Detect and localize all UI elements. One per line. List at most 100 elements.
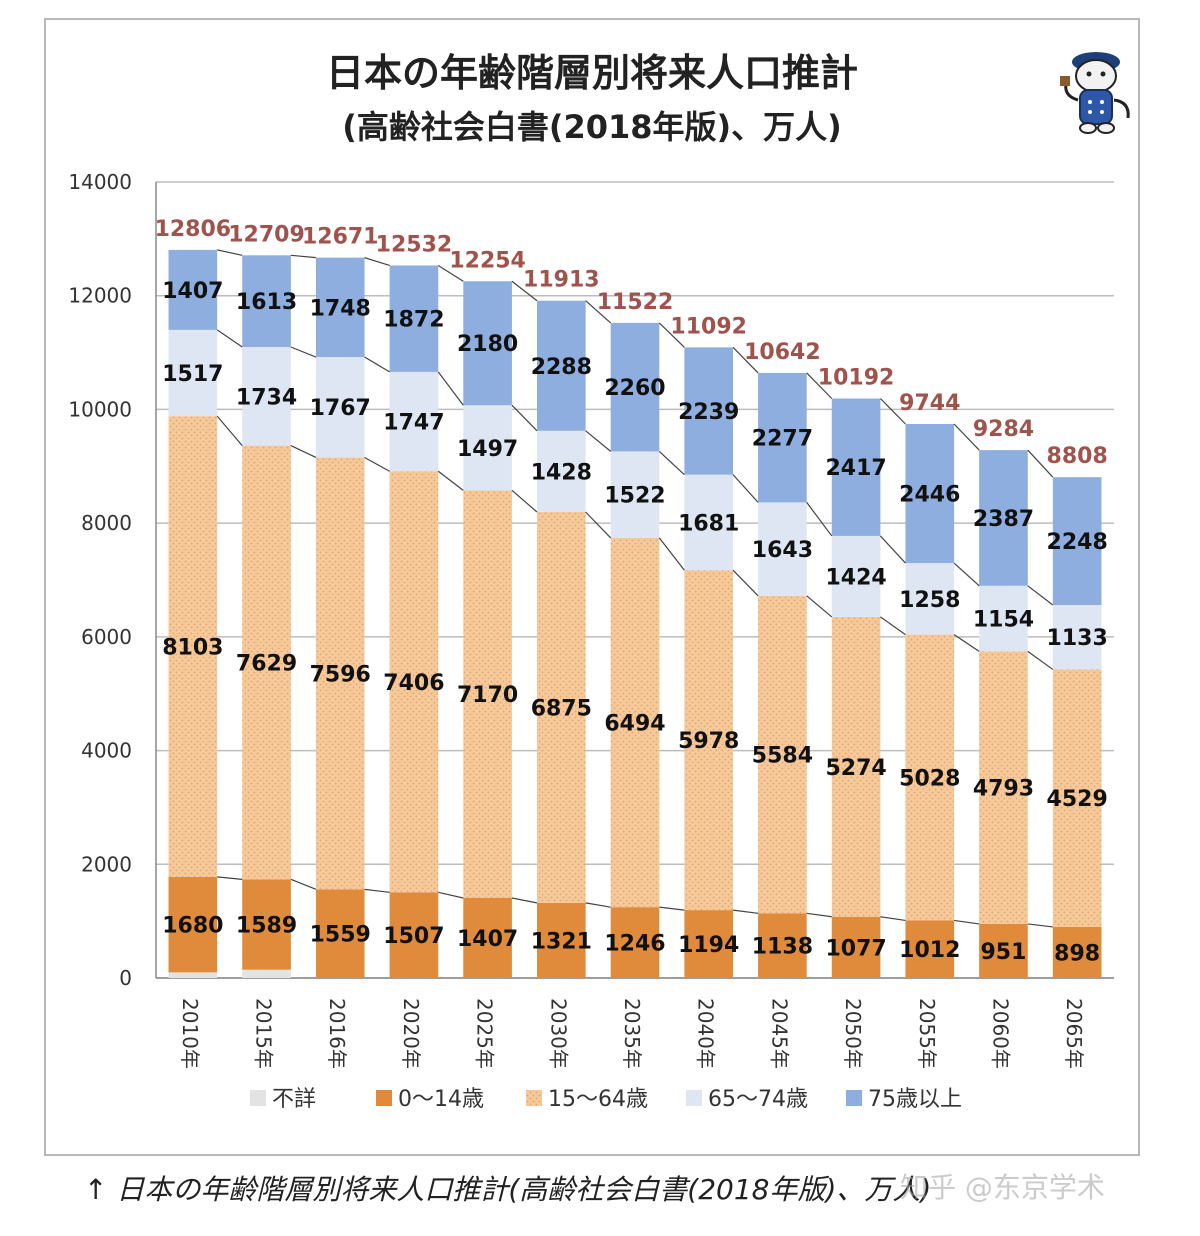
total-value-label: 12532 xyxy=(376,232,453,257)
bar-segment xyxy=(242,969,291,978)
segment-value-label: 1407 xyxy=(162,279,223,304)
bar-segment xyxy=(315,257,365,358)
segment-value-label: 5584 xyxy=(752,744,813,769)
segment-value-label: 1559 xyxy=(310,923,371,948)
series-connector-line xyxy=(732,474,759,503)
bar-segment xyxy=(905,634,955,921)
bar-segment xyxy=(536,430,586,512)
bar-segment xyxy=(831,916,881,978)
total-value-label: 10192 xyxy=(818,366,895,391)
series-connector-line xyxy=(364,888,390,893)
series-connector-line xyxy=(953,634,980,652)
series-connector-line xyxy=(585,300,612,324)
series-connector-line xyxy=(511,489,538,513)
segment-value-label: 2248 xyxy=(1047,530,1108,555)
segment-value-label: 6494 xyxy=(604,712,665,737)
segment-value-label: 2239 xyxy=(678,400,739,425)
segment-value-label: 5028 xyxy=(899,767,960,792)
bar-segment xyxy=(758,595,807,914)
total-value-label: 8808 xyxy=(1047,444,1108,469)
series-connector-line xyxy=(879,398,906,425)
legend-label: 65〜74歳 xyxy=(708,1087,808,1112)
series-connector-line xyxy=(806,912,832,918)
bar-segment xyxy=(979,585,1028,652)
bar-segment xyxy=(168,329,218,417)
segment-value-label: 1522 xyxy=(604,484,665,509)
x-tick-label: 2020年 xyxy=(399,998,423,1069)
series-connector-line xyxy=(732,346,759,374)
y-tick-label: 2000 xyxy=(81,852,132,876)
bar-segment xyxy=(979,923,1028,978)
bar-segment xyxy=(831,398,881,536)
x-tick-label: 2035年 xyxy=(620,998,644,1069)
series-connector-line xyxy=(1027,923,1053,928)
segment-value-label: 1424 xyxy=(825,565,886,590)
series-connector-line xyxy=(954,919,980,925)
series-connector-line xyxy=(658,322,685,348)
bar-segment xyxy=(1052,477,1102,606)
series-connector-line xyxy=(879,535,906,564)
bar-segment xyxy=(610,537,660,908)
bar-segment xyxy=(610,907,660,978)
series-connector-line xyxy=(658,450,685,476)
series-connector-line xyxy=(806,502,833,537)
bar-segment xyxy=(242,879,291,970)
x-tick-label: 2050年 xyxy=(841,998,865,1069)
segment-value-label: 1077 xyxy=(825,936,886,961)
segment-value-label: 4793 xyxy=(973,777,1034,802)
segment-value-label: 1643 xyxy=(752,538,813,563)
bar-segment xyxy=(905,920,955,978)
series-connector-line xyxy=(953,562,980,587)
series-connector-line xyxy=(364,257,390,267)
total-value-label: 9744 xyxy=(899,391,960,416)
bar-segment xyxy=(684,910,734,978)
series-connector-line xyxy=(364,456,390,472)
bar-segment xyxy=(979,450,1028,586)
total-value-label: 11092 xyxy=(670,314,747,339)
bar-segment xyxy=(536,902,586,978)
series-connector-line xyxy=(880,916,906,922)
segment-value-label: 1589 xyxy=(236,914,297,939)
bar-segment xyxy=(610,322,660,452)
segment-value-label: 7406 xyxy=(383,671,444,696)
segment-value-label: 1748 xyxy=(310,296,371,321)
bar-segment xyxy=(1052,669,1102,927)
y-tick-label: 6000 xyxy=(81,625,132,649)
segment-value-label: 7629 xyxy=(236,651,297,676)
series-connector-line xyxy=(511,897,538,904)
segment-value-label: 1407 xyxy=(457,927,518,952)
series-connector-line xyxy=(1027,449,1054,478)
total-value-label: 12806 xyxy=(155,217,232,242)
segment-value-label: 2288 xyxy=(531,355,592,380)
series-connector-line xyxy=(732,909,759,914)
legend-swatch xyxy=(846,1090,862,1106)
bar-segment xyxy=(463,898,512,978)
series-connector-line xyxy=(511,404,538,432)
y-tick-label: 4000 xyxy=(81,739,132,763)
total-value-label: 10642 xyxy=(744,340,821,365)
x-tick-label: 2040年 xyxy=(694,998,718,1069)
series-connector-line xyxy=(585,430,612,452)
segment-value-label: 951 xyxy=(980,940,1026,965)
legend-label: 不詳 xyxy=(272,1087,316,1112)
legend-label: 15〜64歳 xyxy=(548,1087,648,1112)
bar-segment xyxy=(242,445,291,880)
y-tick-label: 8000 xyxy=(81,511,132,535)
series-connector-line xyxy=(585,902,611,908)
segment-value-label: 1133 xyxy=(1047,626,1108,651)
segment-value-label: 1734 xyxy=(236,385,297,410)
stacked-bar-chart: 日本の年齢階層別将来人口推計 (高齢社会白書(2018年版)、万人) 0 2000… xyxy=(68,51,1130,1112)
bar-segment xyxy=(389,892,439,978)
segment-value-label: 5274 xyxy=(825,756,886,781)
series-connector-line xyxy=(1027,650,1054,670)
segment-value-label: 1138 xyxy=(752,935,813,960)
segment-value-label: 2260 xyxy=(604,376,665,401)
segment-value-label: 1680 xyxy=(162,914,223,939)
bar-segment xyxy=(463,490,512,899)
total-value-label: 12671 xyxy=(302,225,379,250)
y-tick-label: 12000 xyxy=(68,284,132,308)
bar-segment xyxy=(463,281,512,406)
segment-value-label: 1154 xyxy=(973,608,1034,633)
total-value-label: 11522 xyxy=(597,290,674,315)
series-connector-line xyxy=(216,329,243,348)
